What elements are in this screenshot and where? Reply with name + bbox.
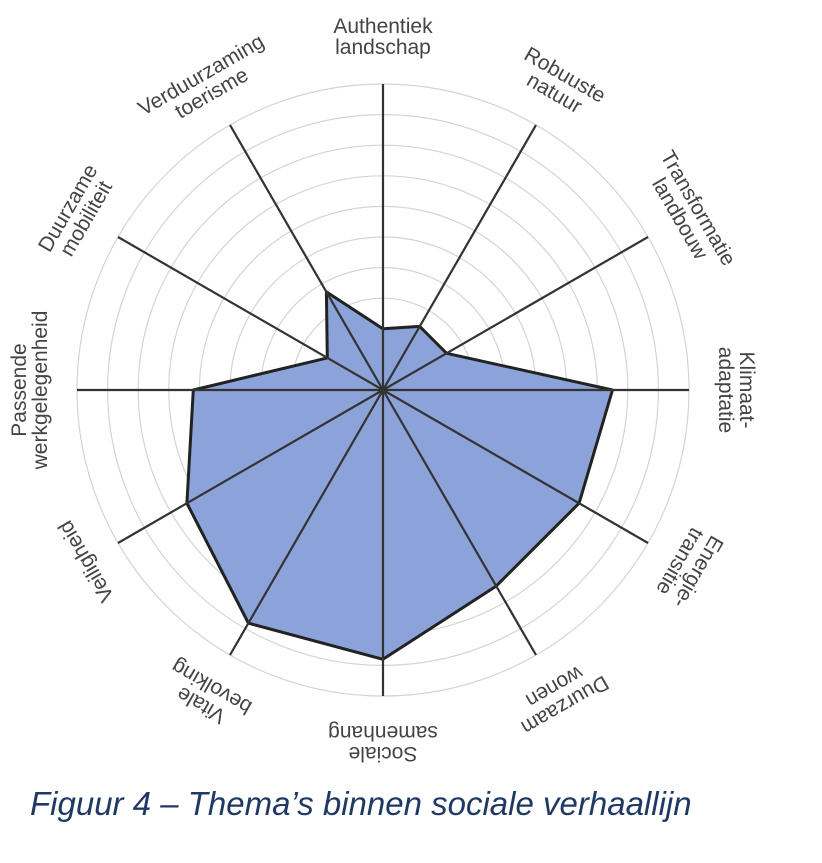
axis-label-3: Klimaat-adaptatie (714, 347, 758, 433)
axis-label-5: Duurzaamwonen (507, 652, 613, 739)
axis-label-1: Robuustenatuur (510, 43, 610, 126)
axis-label-9: Passendewerkgelegenheid (8, 311, 52, 471)
axis-label-6: Socialesamenhang (328, 721, 438, 765)
axis-label-2: Transformatielandbouw (637, 147, 739, 281)
axis-label-8: Veiligheid (54, 517, 119, 606)
data-area (185, 290, 614, 661)
axis-spoke-5 (382, 389, 537, 656)
data-area-layer (185, 290, 614, 661)
radar-chart: Authentiek landschap Robuustenatuur Transfo… (8, 15, 758, 765)
axis-label-11: Verduurzamingtoerisme (134, 30, 278, 139)
axis-spoke-10 (117, 236, 384, 391)
axis-label-7: Vitalebevolking (157, 654, 256, 736)
axis-label-10: Duurzamemobiliteit (34, 161, 121, 267)
axis-label-4: Energie-transitie (650, 521, 728, 612)
figure-caption: Figuur 4 – Thema’s binnen sociale verhaa… (30, 785, 692, 822)
axis-spoke-8 (117, 389, 384, 544)
axis-label-0: Authentiek landschap (333, 15, 433, 59)
axis-spoke-7 (229, 389, 384, 656)
axis-spoke-1 (382, 124, 537, 391)
axis-spoke-2 (382, 236, 649, 391)
axis-spokes (77, 84, 689, 696)
radar-svg: Authentiek landschap Robuustenatuur Transfo… (8, 15, 758, 765)
axis-spoke-4 (382, 389, 649, 544)
axis-spoke-11 (229, 124, 384, 391)
